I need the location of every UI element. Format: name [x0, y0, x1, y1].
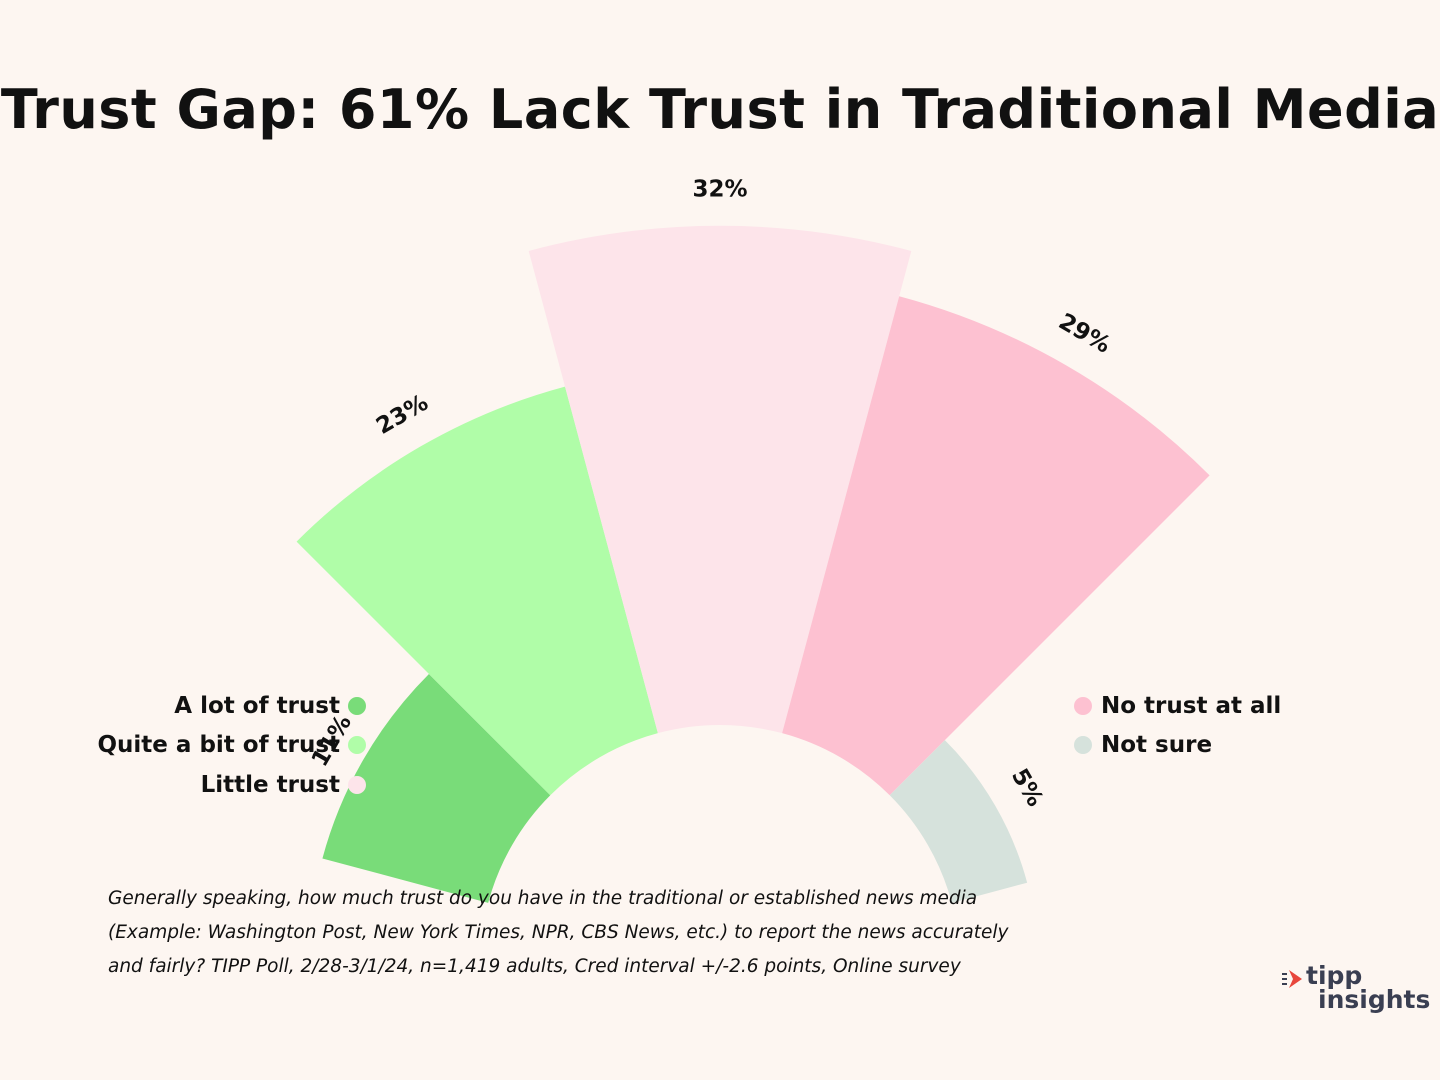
data-label-not-sure: 5%	[1006, 764, 1048, 811]
footnote: Generally speaking, how much trust do yo…	[108, 882, 1088, 984]
legend-right: No trust at all Not sure	[1074, 686, 1374, 765]
bar-no-trust-at-all	[782, 296, 1210, 796]
legend-swatch	[1074, 696, 1092, 715]
chart-title: Trust Gap: 61% Lack Trust in Traditional…	[0, 78, 1440, 141]
logo-speed-line	[1282, 983, 1287, 985]
legend-item-a-lot-of-trust: A lot of trust	[60, 686, 366, 726]
logo-arrow-icon	[1282, 970, 1302, 988]
legend-swatch	[348, 775, 366, 794]
data-label-no-trust-at-all: 29%	[1054, 309, 1115, 359]
bar-not-sure	[889, 740, 1028, 903]
legend-label: A lot of trust	[174, 692, 340, 719]
legend-swatch	[1074, 736, 1092, 755]
legend-label: Not sure	[1101, 732, 1213, 759]
logo-word-insights: insights	[1318, 985, 1431, 1014]
legend-label: No trust at all	[1101, 692, 1282, 719]
logo-speed-line	[1282, 978, 1287, 980]
legend-swatch	[348, 696, 366, 715]
legend-item-not-sure: Not sure	[1074, 726, 1374, 766]
legend-item-no-trust-at-all: No trust at all	[1074, 686, 1374, 726]
legend-item-little-trust: Little trust	[60, 765, 366, 805]
legend-item-quite-a-bit-of-trust: Quite a bit of trust	[60, 726, 366, 766]
logo-arrow	[1289, 970, 1302, 988]
legend-label: Quite a bit of trust	[97, 732, 341, 759]
footnote-line: and fairly? TIPP Poll, 2/28-3/1/24, n=1,…	[108, 956, 961, 977]
bar-little-trust	[528, 225, 912, 734]
footnote-line: (Example: Washington Post, New York Time…	[108, 922, 1009, 943]
legend-swatch	[348, 736, 366, 755]
logo-speed-line	[1282, 973, 1287, 975]
bars-group	[296, 225, 1210, 903]
data-label-little-trust: 32%	[692, 176, 747, 202]
data-label-quite-a-bit-of-trust: 23%	[372, 390, 433, 440]
logo-word-tipp: tipp	[1306, 961, 1363, 990]
legend-label: Little trust	[200, 771, 340, 798]
tipp-insights-logo: tipp insights	[1282, 961, 1432, 1020]
footnote-line: Generally speaking, how much trust do yo…	[108, 888, 978, 909]
bar-a-lot-of-trust	[322, 673, 551, 903]
legend-left: A lot of trust Quite a bit of trust Litt…	[60, 686, 366, 805]
bar-quite-a-bit-of-trust	[296, 386, 658, 796]
